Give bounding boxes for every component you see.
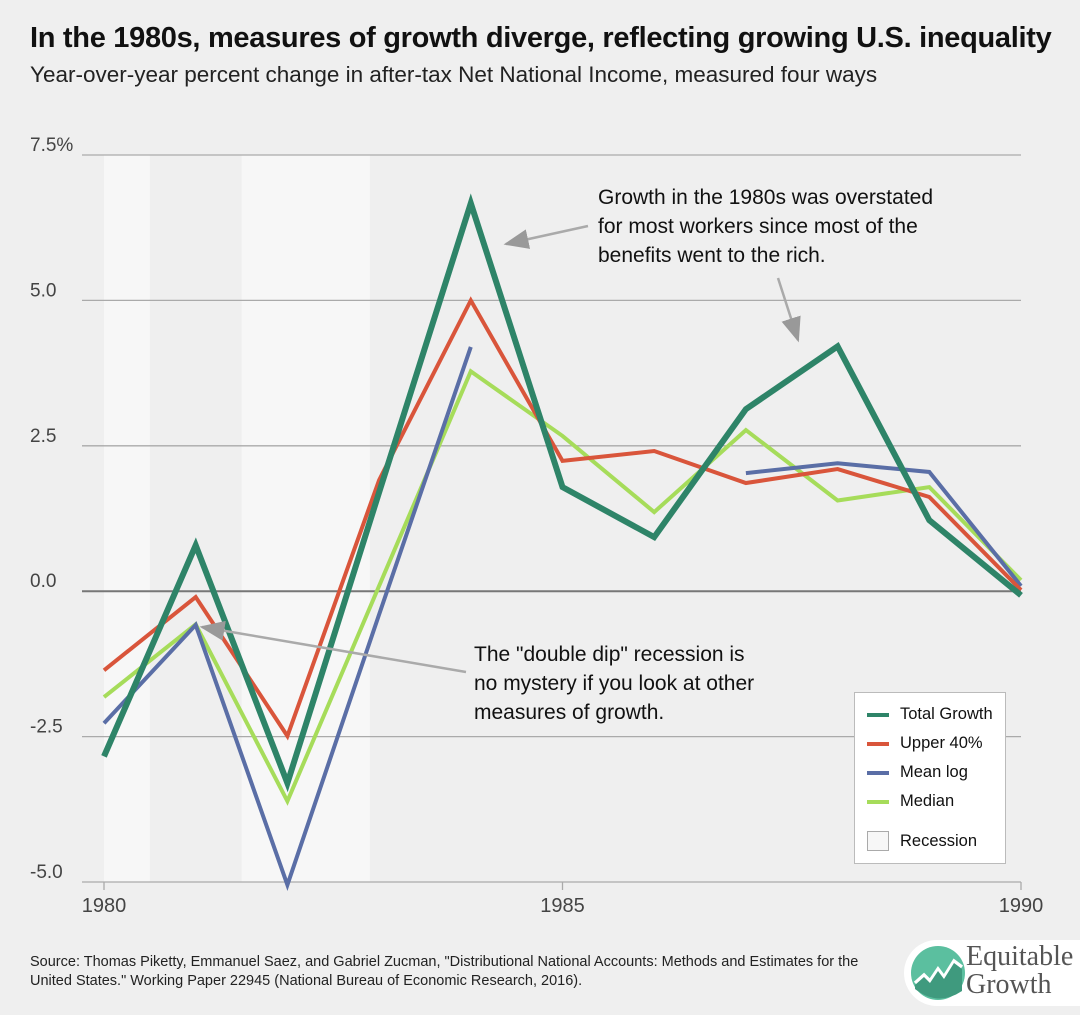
series-line-total-growth	[101, 193, 1023, 793]
annotation-double-dip: The "double dip" recession is no mystery…	[474, 640, 754, 727]
annotation-overstated: Growth in the 1980s was overstated for m…	[598, 183, 933, 270]
legend-swatch	[867, 831, 889, 851]
annotation-arrow	[503, 224, 589, 249]
annotation-arrow	[199, 620, 467, 674]
annotation-line: measures of growth.	[474, 701, 665, 724]
y-tick-label: 0.0	[30, 571, 56, 592]
x-tick-label: 1990	[999, 895, 1044, 917]
y-tick-label: 5.0	[30, 280, 56, 301]
legend-item-median: Median	[867, 792, 954, 811]
y-tick-label: -5.0	[30, 862, 63, 883]
legend-item-total-growth: Total Growth	[867, 705, 993, 724]
logo-line: Equitable	[966, 941, 1074, 972]
logo-line: Growth	[966, 969, 1052, 1000]
x-tick-label: 1985	[540, 895, 585, 917]
legend-swatch	[867, 799, 889, 804]
annotation-line: Growth in the 1980s was overstated	[598, 186, 934, 209]
annotation-line: for most workers since most of the	[598, 215, 918, 238]
legend-label: Median	[900, 792, 955, 810]
equitable-growth-logo: Equitable Growth	[904, 940, 1080, 1006]
legend-label: Total Growth	[900, 705, 993, 723]
y-tick-label: 7.5%	[30, 135, 73, 156]
legend-swatch	[867, 770, 889, 775]
legend-swatch	[867, 712, 889, 717]
source-note: Source: Thomas Piketty, Emmanuel Saez, a…	[30, 954, 859, 989]
logo-text: Equitable Growth	[966, 943, 1073, 999]
legend: Total Growth Upper 40% Mean log Median R…	[854, 692, 1006, 864]
recession-band	[104, 155, 150, 882]
annotation-line: no mystery if you look at other	[474, 672, 755, 695]
series-line-mean-log	[102, 346, 473, 892]
series-line-mean-log	[745, 461, 1023, 588]
recession-band	[241, 155, 370, 882]
legend-item-recession: Recession	[867, 831, 977, 851]
chart-subtitle: Year-over-year percent change in after-t…	[30, 62, 878, 87]
annotation-line: The "double dip" recession is	[474, 643, 745, 666]
y-tick-label: 2.5	[30, 426, 56, 447]
series-line-median	[102, 368, 1023, 806]
legend-item-upper-40: Upper 40%	[867, 734, 983, 753]
annotation-arrow	[776, 277, 801, 343]
legend-item-mean-log: Mean log	[867, 763, 968, 782]
logo-mark-icon	[911, 946, 965, 1000]
annotation-line: benefits went to the rich.	[598, 244, 826, 267]
x-tick-label: 1980	[82, 895, 127, 917]
legend-swatch	[867, 741, 889, 746]
legend-label: Mean log	[900, 763, 968, 781]
chart-title: In the 1980s, measures of growth diverge…	[30, 22, 1052, 54]
legend-label: Upper 40%	[900, 734, 983, 752]
legend-label: Recession	[900, 831, 978, 850]
series-line-upper-40-	[102, 296, 1023, 741]
y-tick-label: -2.5	[30, 717, 63, 738]
